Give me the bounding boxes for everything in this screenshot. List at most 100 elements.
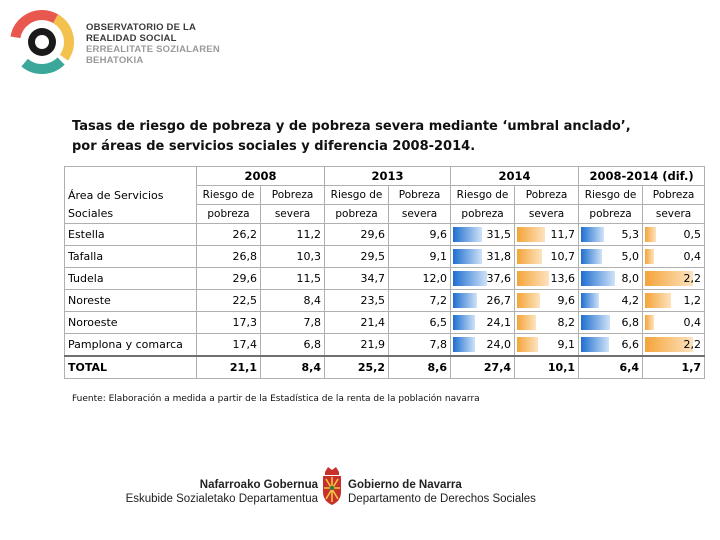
data-bar	[645, 315, 654, 330]
value-cell-with-bar: 37,6	[450, 267, 516, 290]
value-cell: 29,6	[196, 267, 261, 290]
data-bar	[517, 249, 543, 264]
org-line-4: BEHATOKIA	[86, 55, 144, 66]
value-cell-with-bar: 24,1	[450, 311, 516, 334]
value-cell-with-bar: 9,6	[514, 289, 580, 312]
value-cell: 12,0	[388, 267, 452, 290]
value-cell-with-bar: 4,2	[578, 289, 644, 312]
col-header-top: Pobreza	[259, 185, 326, 205]
value-cell: 7,8	[388, 333, 452, 357]
value-cell-with-bar: 9,1	[514, 333, 580, 357]
footer-basque: Nafarroako Gobernua Eskubide Sozialetako…	[118, 478, 318, 506]
data-bar	[581, 227, 604, 242]
data-bar	[517, 271, 550, 286]
total-value: 10,1	[514, 355, 580, 379]
value-cell-with-bar: 11,7	[514, 223, 580, 246]
table-row: Tafalla 26,8 10,3 29,5 9,1 31,8 10,7 5,0 0,4	[64, 245, 706, 268]
cell-value: 8,0	[621, 272, 640, 285]
value-cell-with-bar: 31,8	[450, 245, 516, 268]
value-cell: 26,8	[196, 245, 261, 268]
data-bar	[581, 293, 599, 308]
cell-value: 37,6	[486, 272, 512, 285]
value-cell: 17,4	[196, 333, 261, 357]
value-cell-with-bar: 2,2	[642, 333, 706, 357]
col-header-bottom: severa	[514, 204, 580, 224]
value-cell: 29,5	[324, 245, 390, 268]
col-header-top: Pobreza	[388, 185, 452, 205]
source-note: Fuente: Elaboración a medida a partir de…	[72, 394, 480, 404]
cell-value: 6,8	[621, 316, 640, 329]
cell-value: 0,4	[683, 250, 702, 263]
cell-value: 24,0	[486, 338, 512, 351]
table-row: Noreste 22,5 8,4 23,5 7,2 26,7 9,6 4,2 1,2	[64, 289, 706, 312]
cell-value: 2,2	[683, 338, 702, 351]
cell-value: 8,2	[557, 316, 576, 329]
col-header-bottom: pobreza	[196, 204, 261, 224]
value-cell: 7,2	[388, 289, 452, 312]
data-bar	[645, 293, 672, 308]
value-cell-with-bar: 6,6	[578, 333, 644, 357]
value-cell: 17,3	[196, 311, 261, 334]
value-cell: 21,9	[324, 333, 390, 357]
data-bar	[453, 293, 478, 308]
value-cell: 23,5	[324, 289, 390, 312]
value-cell: 26,2	[196, 223, 261, 246]
value-cell: 6,8	[259, 333, 326, 357]
footer-spanish-line-1: Gobierno de Navarra	[348, 479, 462, 491]
area-name: Pamplona y comarca	[64, 333, 197, 357]
year-header-2014: 2014	[450, 166, 580, 186]
poverty-rates-table: 2008 2013 2014 2008-2014 (dif.) Área de …	[64, 166, 706, 379]
cell-value: 1,2	[683, 294, 702, 307]
value-cell: 11,2	[259, 223, 326, 246]
table-row: Pamplona y comarca 17,4 6,8 21,9 7,8 24,0 9,1 6…	[64, 333, 706, 357]
org-line-2: REALIDAD SOCIAL	[86, 33, 177, 44]
value-cell-with-bar: 13,6	[514, 267, 580, 290]
value-cell-with-bar: 2,2	[642, 267, 706, 290]
footer-spanish: Gobierno de Navarra Departamento de Dere…	[348, 478, 536, 506]
cell-value: 4,2	[621, 294, 640, 307]
area-name: Tafalla	[64, 245, 197, 268]
cell-value: 9,1	[557, 338, 576, 351]
data-bar	[645, 337, 694, 352]
data-bar	[453, 337, 475, 352]
year-header-diff: 2008-2014 (dif.)	[578, 166, 706, 186]
cell-value: 5,3	[621, 228, 640, 241]
total-row: TOTAL 21,1 8,4 25,2 8,6 27,4 10,1 6,4 1,7	[64, 355, 706, 379]
data-bar	[517, 337, 539, 352]
cell-value: 0,5	[683, 228, 702, 241]
footer-basque-line-1: Nafarroako Gobernua	[199, 479, 318, 491]
value-cell-with-bar: 5,0	[578, 245, 644, 268]
value-cell-with-bar: 6,8	[578, 311, 644, 334]
col-header-top: Pobreza	[514, 185, 580, 205]
cell-value: 11,7	[550, 228, 576, 241]
title-line-1: Tasas de riesgo de pobreza y de pobreza …	[72, 119, 631, 134]
data-bar	[453, 271, 488, 286]
total-value: 8,4	[259, 355, 326, 379]
year-header-2008: 2008	[195, 166, 326, 186]
total-value: 1,7	[642, 355, 706, 379]
data-bar	[645, 227, 656, 242]
value-cell-with-bar: 26,7	[450, 289, 516, 312]
cell-value: 2,2	[683, 272, 702, 285]
col-header-top: Riesgo de	[450, 185, 516, 205]
footer-basque-line-2: Eskubide Sozialetako Departamentua	[125, 493, 318, 505]
data-bar	[453, 249, 482, 264]
value-cell-with-bar: 0,5	[642, 223, 706, 246]
value-cell: 9,1	[388, 245, 452, 268]
col-header-bottom: pobreza	[578, 204, 644, 224]
footer-spanish-line-2: Departamento de Derechos Sociales	[348, 493, 536, 505]
total-value: 6,4	[578, 355, 644, 379]
cell-value: 9,6	[557, 294, 576, 307]
area-name: Estella	[64, 223, 197, 246]
data-bar	[517, 315, 537, 330]
data-bar	[517, 227, 545, 242]
col-header-bottom: severa	[259, 204, 326, 224]
data-bar	[581, 315, 610, 330]
col-header-bottom: severa	[388, 204, 452, 224]
col-header-top: Riesgo de	[196, 185, 261, 205]
value-cell-with-bar: 8,2	[514, 311, 580, 334]
area-name: Tudela	[64, 267, 197, 290]
value-cell: 6,5	[388, 311, 452, 334]
value-cell-with-bar: 31,5	[450, 223, 516, 246]
col-header-bottom: pobreza	[324, 204, 390, 224]
